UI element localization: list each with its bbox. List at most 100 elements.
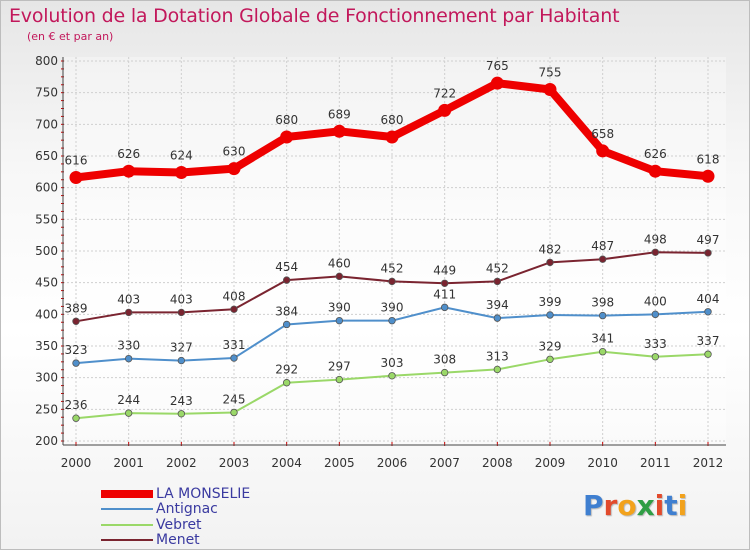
data-label: 330 [117, 339, 140, 353]
legend-swatch [101, 523, 153, 526]
data-label: 408 [223, 289, 246, 303]
data-point [282, 320, 291, 329]
data-point [704, 249, 712, 257]
y-tick-label: 750 [35, 86, 58, 100]
data-label: 394 [486, 298, 509, 312]
data-point [335, 272, 344, 281]
logo-letter: x [636, 489, 655, 522]
y-tick-label: 650 [35, 149, 58, 163]
data-label: 680 [275, 113, 298, 127]
data-label: 616 [65, 154, 88, 168]
data-point [701, 169, 715, 183]
data-label: 390 [381, 301, 404, 315]
legend: LA MONSELIE Antignac Vebret Menet [101, 486, 250, 548]
data-label: 404 [697, 292, 720, 306]
x-tick-label: 2011 [640, 456, 671, 470]
data-label: 389 [65, 301, 88, 315]
data-label: 626 [117, 147, 140, 161]
data-point [388, 316, 396, 325]
data-point [704, 308, 712, 316]
data-label: 403 [170, 292, 193, 306]
data-label: 626 [644, 147, 667, 161]
data-point [230, 354, 238, 362]
data-point [598, 348, 607, 356]
data-label: 384 [275, 304, 298, 318]
y-tick-label: 800 [35, 54, 58, 68]
y-tick-label: 550 [35, 212, 58, 226]
data-label: 399 [539, 295, 562, 309]
data-point [280, 130, 294, 144]
data-label: 400 [644, 294, 667, 308]
logo-letter: r [603, 489, 618, 522]
logo-letter: i [677, 489, 688, 522]
data-point [230, 408, 238, 417]
y-tick-label: 250 [35, 402, 58, 416]
data-label: 327 [170, 341, 193, 355]
x-tick-label: 2012 [693, 456, 724, 470]
data-label: 680 [381, 113, 404, 127]
data-label: 292 [275, 363, 298, 377]
data-point [227, 162, 241, 176]
data-point [177, 308, 186, 317]
data-point [543, 83, 557, 96]
data-point [282, 379, 291, 387]
legend-item-vebret: Vebret [101, 517, 250, 533]
data-point [388, 372, 396, 380]
data-point [174, 165, 188, 179]
data-label: 630 [223, 145, 246, 159]
x-tick-label: 2005 [324, 456, 355, 470]
data-label: 236 [65, 398, 88, 412]
data-label: 323 [65, 343, 88, 357]
data-label: 722 [433, 86, 456, 100]
data-label: 658 [591, 127, 614, 141]
x-tick-label: 2002 [166, 456, 197, 470]
data-point [177, 356, 186, 365]
data-point [598, 255, 607, 263]
y-tick-label: 350 [35, 339, 58, 353]
y-tick-label: 400 [35, 307, 58, 321]
data-point [651, 248, 660, 256]
data-label: 244 [117, 393, 140, 407]
data-label: 411 [433, 287, 456, 301]
x-tick-label: 2008 [482, 456, 513, 470]
data-label: 454 [275, 260, 298, 274]
data-label: 337 [697, 334, 720, 348]
data-point [490, 76, 504, 90]
data-point [440, 303, 449, 312]
data-point [335, 316, 344, 325]
legend-label: Vebret [156, 516, 202, 533]
data-label: 329 [539, 339, 562, 353]
data-point [388, 277, 396, 286]
data-point [72, 414, 80, 422]
data-label: 487 [591, 239, 614, 253]
y-tick-label: 600 [35, 181, 58, 195]
legend-label: Menet [156, 532, 200, 549]
data-label: 498 [644, 232, 667, 246]
data-label: 618 [697, 152, 720, 166]
data-point [493, 365, 502, 374]
data-label: 303 [381, 356, 404, 370]
legend-swatch [101, 539, 153, 542]
data-point [598, 311, 607, 320]
x-tick-label: 2001 [113, 456, 144, 470]
legend-swatch [101, 508, 153, 511]
logo-letter: o [617, 489, 637, 522]
data-point [440, 279, 449, 287]
legend-label: LA MONSELIE [156, 485, 251, 502]
x-tick-label: 2007 [429, 456, 460, 470]
data-label: 398 [591, 296, 614, 310]
legend-item-la-monselie: LA MONSELIE [101, 486, 250, 502]
x-tick-label: 2006 [377, 456, 408, 470]
data-label: 452 [381, 261, 404, 275]
data-point [332, 124, 346, 138]
data-point [596, 144, 610, 158]
logo-letter: P [583, 489, 604, 522]
data-point [648, 164, 662, 178]
x-tick-label: 2004 [271, 456, 302, 470]
data-label: 341 [591, 332, 614, 346]
data-point [493, 277, 502, 286]
data-point [546, 258, 554, 267]
data-label: 243 [170, 394, 193, 408]
data-label: 333 [644, 337, 667, 351]
